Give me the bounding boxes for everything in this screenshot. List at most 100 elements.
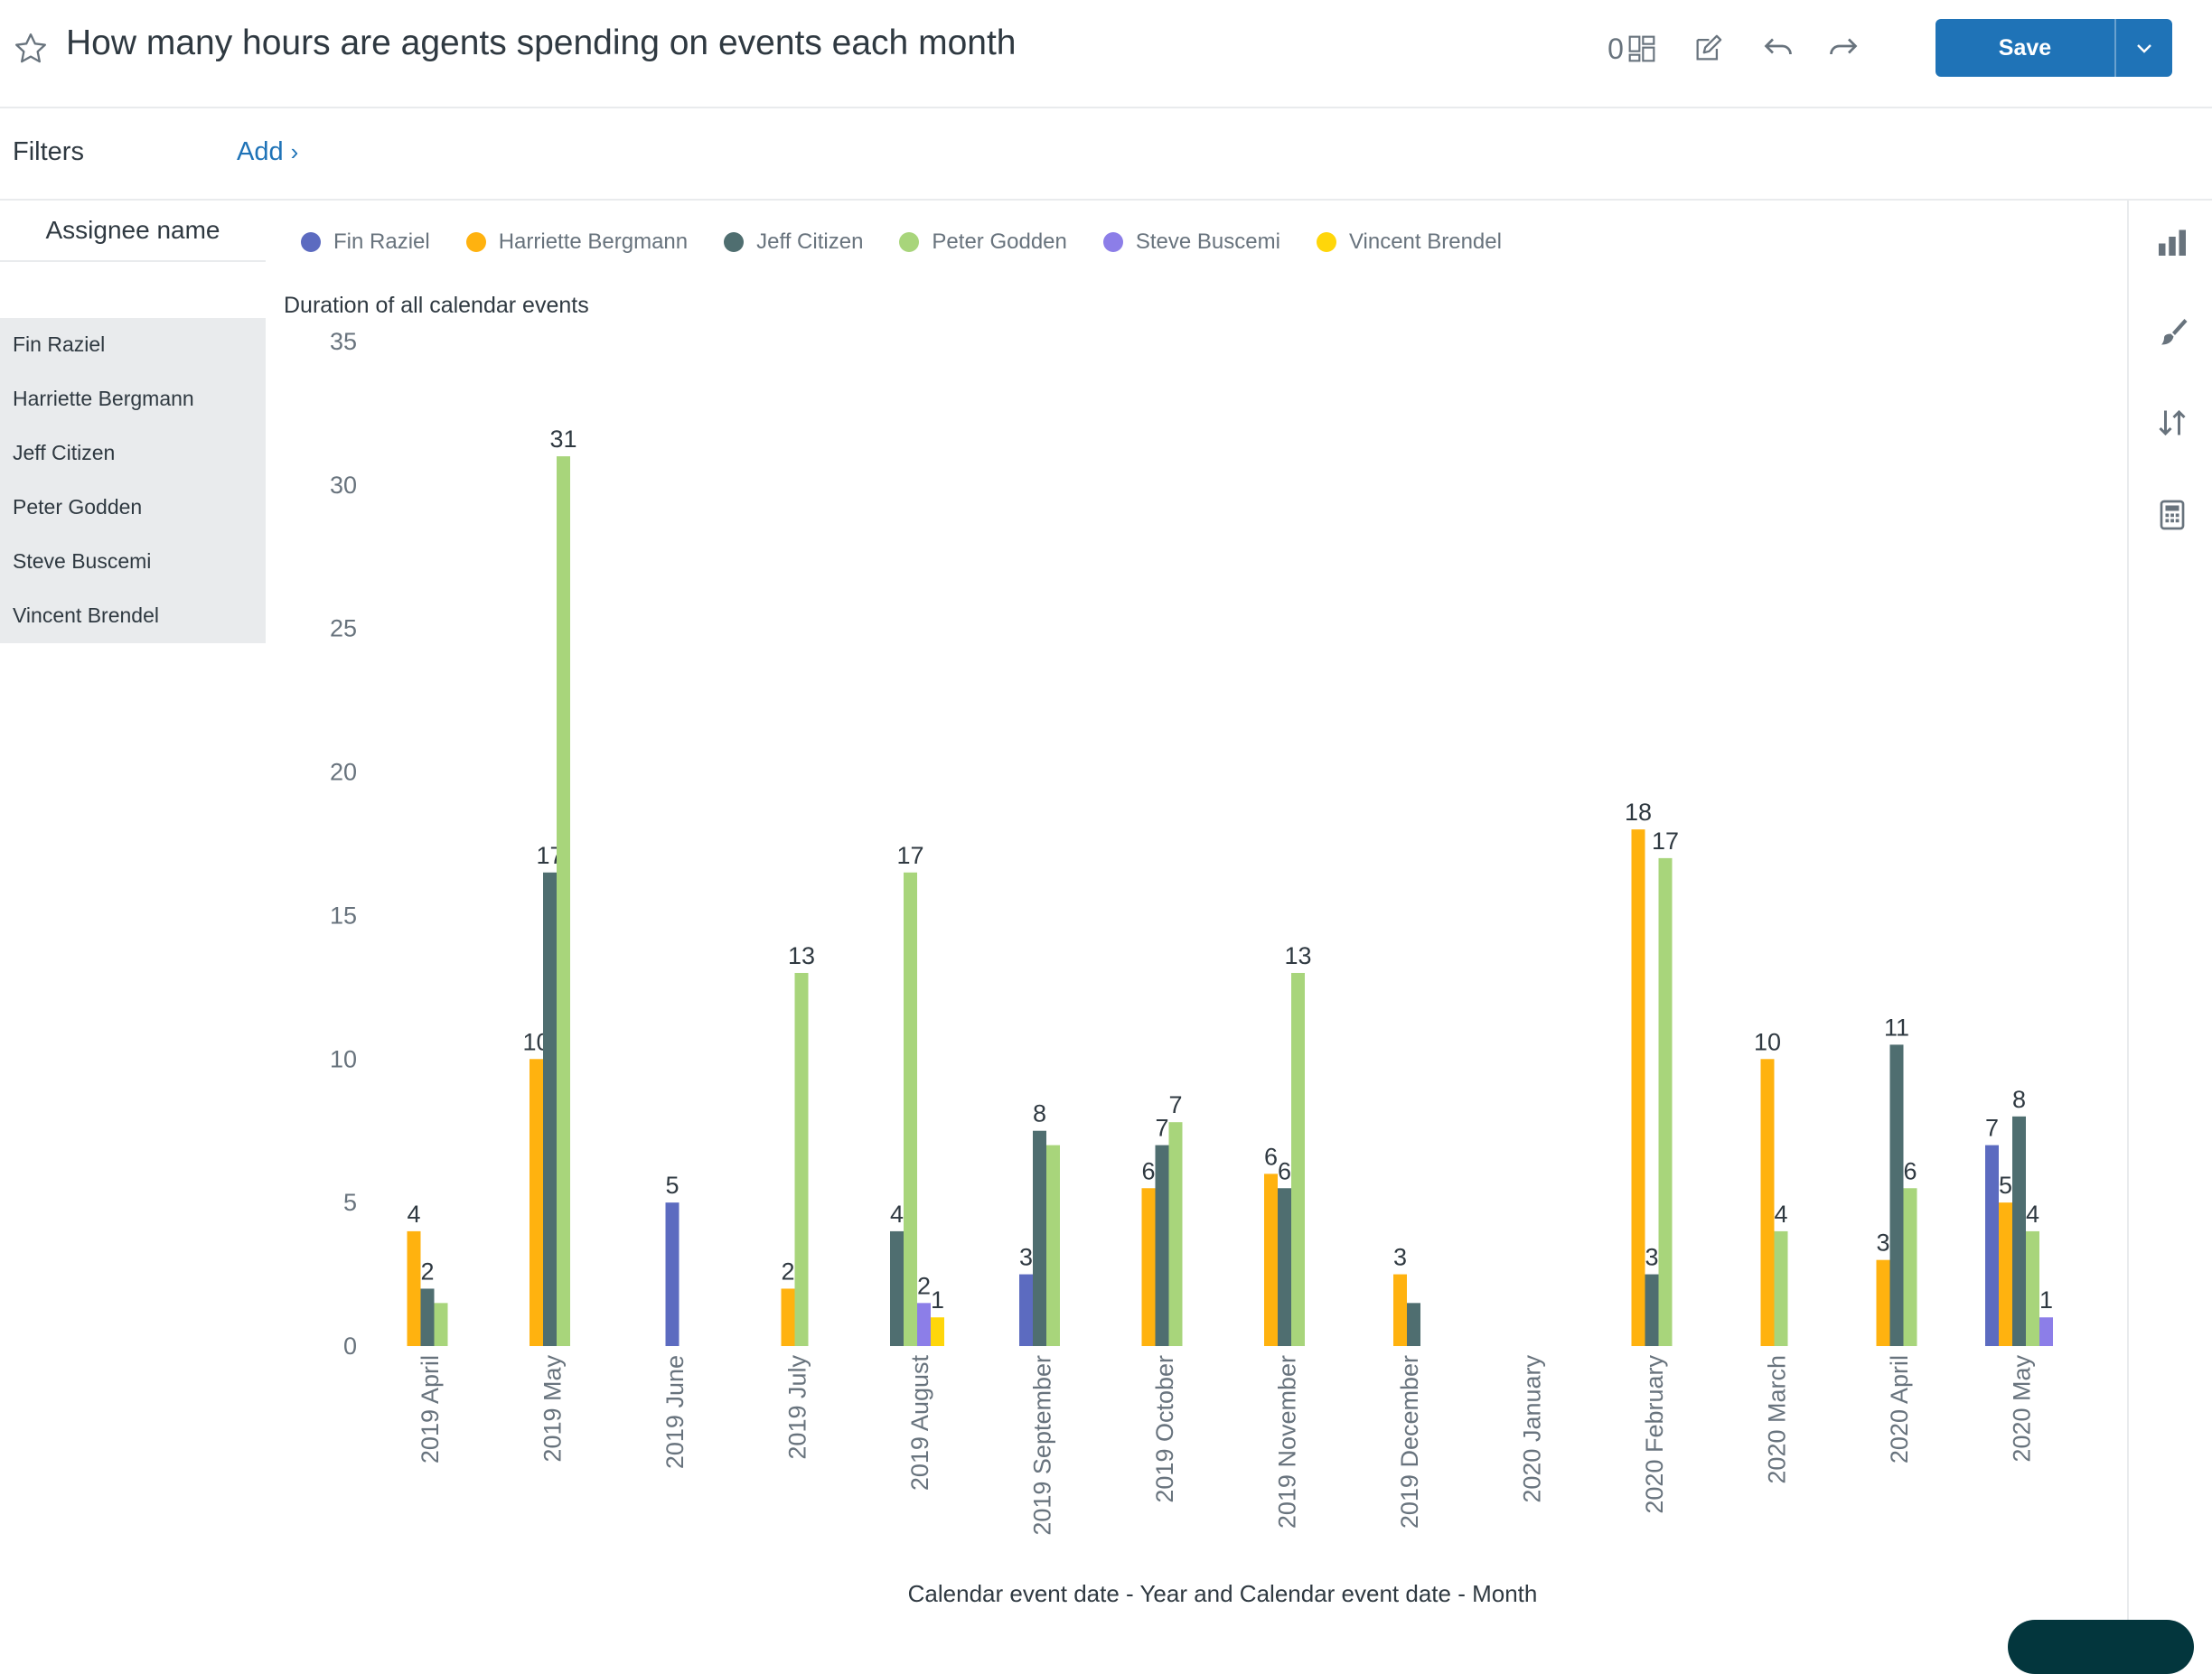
x-tick-label: 2020 March bbox=[1764, 1355, 1791, 1484]
legend-label: Fin Raziel bbox=[333, 229, 430, 254]
x-tick-label: 2020 January bbox=[1519, 1355, 1546, 1503]
bar-jeff-citizen bbox=[1033, 1130, 1046, 1346]
widgets-icon bbox=[1628, 35, 1655, 62]
data-label: 4 bbox=[1774, 1201, 1787, 1228]
save-button-group: Save bbox=[1936, 19, 2172, 77]
bar-fin-raziel bbox=[1019, 1274, 1033, 1346]
data-label: 13 bbox=[1284, 942, 1311, 969]
data-label: 2 bbox=[420, 1258, 434, 1285]
bar-vincent-brendel bbox=[931, 1317, 944, 1346]
x-tick-label: 2020 May bbox=[2009, 1355, 2036, 1463]
bar-peter-godden bbox=[434, 1303, 448, 1346]
legend-item[interactable]: Harriette Bergmann bbox=[465, 229, 688, 255]
widgets-toggle[interactable]: 0 bbox=[1605, 29, 1659, 69]
bar-peter-godden bbox=[794, 972, 809, 1346]
data-label: 3 bbox=[1876, 1230, 1889, 1257]
y-tick-label: 0 bbox=[343, 1333, 357, 1360]
legend-item[interactable]: Steve Buscemi bbox=[1102, 229, 1280, 255]
save-button[interactable]: Save bbox=[1936, 19, 2116, 77]
sort-icon[interactable] bbox=[2156, 407, 2189, 439]
redo-button[interactable] bbox=[1823, 29, 1863, 69]
legend-item[interactable]: Jeff Citizen bbox=[724, 229, 863, 255]
bar-harriette-bergmann bbox=[407, 1230, 421, 1346]
x-tick-label: 2019 April bbox=[417, 1355, 444, 1464]
y-tick-label: 35 bbox=[330, 328, 357, 355]
save-options-button[interactable] bbox=[2116, 19, 2172, 77]
bar-chart-icon[interactable] bbox=[2156, 226, 2189, 258]
undo-icon bbox=[1764, 38, 1792, 55]
edit-icon bbox=[1696, 34, 1722, 61]
help-button[interactable] bbox=[2008, 1620, 2194, 1674]
filters-bar: Filters Add › bbox=[0, 108, 2212, 201]
x-tick-label: 2019 November bbox=[1274, 1355, 1301, 1529]
undo-button[interactable] bbox=[1758, 29, 1798, 69]
data-label: 18 bbox=[1625, 799, 1652, 826]
y-tick-label: 5 bbox=[343, 1189, 357, 1216]
data-label: 2 bbox=[781, 1258, 794, 1285]
assignee-item[interactable]: Peter Godden bbox=[13, 495, 143, 519]
bar-harriette-bergmann bbox=[1393, 1274, 1407, 1346]
bar-peter-godden bbox=[1658, 857, 1673, 1346]
data-label: 11 bbox=[1884, 1014, 1909, 1041]
bar-jeff-citizen bbox=[1645, 1274, 1659, 1346]
chart-legend: Fin Raziel Harriette Bergmann Jeff Citiz… bbox=[301, 228, 1538, 257]
bar-fin-raziel bbox=[665, 1202, 680, 1346]
assignee-item[interactable]: Steve Buscemi bbox=[13, 549, 152, 573]
x-tick-label: 2020 April bbox=[1886, 1355, 1913, 1464]
assignee-item[interactable]: Vincent Brendel bbox=[13, 603, 159, 627]
data-label: 3 bbox=[1645, 1244, 1658, 1271]
legend-label: Vincent Brendel bbox=[1348, 229, 1502, 254]
assignee-item[interactable]: Fin Raziel bbox=[13, 332, 106, 356]
chevron-down-icon bbox=[2137, 44, 2151, 53]
data-label: 17 bbox=[896, 842, 923, 869]
legend-item[interactable]: Vincent Brendel bbox=[1316, 229, 1502, 255]
bar-harriette-bergmann bbox=[1141, 1188, 1156, 1346]
bar-peter-godden bbox=[1046, 1145, 1060, 1346]
assignee-item[interactable]: Harriette Bergmann bbox=[13, 387, 194, 410]
legend-swatch bbox=[465, 232, 486, 252]
data-label: 1 bbox=[931, 1286, 944, 1314]
y-axis-title: Duration of all calendar events bbox=[284, 293, 589, 318]
data-label: 7 bbox=[1168, 1091, 1182, 1118]
bar-jeff-citizen bbox=[890, 1230, 904, 1346]
chevron-right-icon: › bbox=[290, 138, 299, 165]
bar-jeff-citizen bbox=[2012, 1116, 2026, 1346]
bar-jeff-citizen bbox=[420, 1288, 435, 1346]
bar-jeff-citizen bbox=[1278, 1188, 1291, 1346]
star-icon[interactable] bbox=[13, 31, 49, 67]
brush-icon[interactable] bbox=[2156, 316, 2189, 349]
report-title[interactable]: How many hours are agents spending on ev… bbox=[66, 23, 1017, 62]
data-label: 4 bbox=[890, 1201, 904, 1228]
add-filter-link[interactable]: Add › bbox=[237, 137, 298, 167]
x-tick-label: 2019 June bbox=[661, 1355, 689, 1469]
widget-count: 0 bbox=[1607, 32, 1624, 65]
x-tick-label: 2020 February bbox=[1641, 1355, 1668, 1514]
assignee-item[interactable]: Jeff Citizen bbox=[13, 441, 116, 464]
data-label: 7 bbox=[1985, 1115, 1999, 1142]
calculator-icon[interactable] bbox=[2156, 499, 2189, 531]
data-label: 17 bbox=[1652, 828, 1679, 855]
legend-swatch bbox=[301, 232, 321, 252]
bar-peter-godden bbox=[1774, 1230, 1788, 1346]
assignee-panel: Assignee name Fin Raziel Harriette Bergm… bbox=[0, 201, 266, 1632]
bar-peter-godden bbox=[904, 872, 917, 1346]
x-tick-label: 2019 December bbox=[1396, 1355, 1423, 1529]
edit-button[interactable] bbox=[1688, 29, 1728, 69]
chart-tools-panel bbox=[2127, 201, 2212, 1632]
bar-chart: Duration of all calendar events051015202… bbox=[284, 293, 2053, 1607]
bar-harriette-bergmann bbox=[1264, 1174, 1278, 1346]
data-label: 3 bbox=[1393, 1244, 1407, 1271]
legend-item[interactable]: Peter Godden bbox=[899, 229, 1067, 255]
data-label: 5 bbox=[1999, 1172, 2012, 1199]
data-label: 4 bbox=[407, 1201, 420, 1228]
data-label: 31 bbox=[549, 426, 576, 453]
legend-label: Steve Buscemi bbox=[1135, 229, 1280, 254]
data-label: 2 bbox=[917, 1272, 931, 1299]
bar-harriette-bergmann bbox=[781, 1288, 795, 1346]
legend-item[interactable]: Fin Raziel bbox=[301, 229, 430, 255]
x-axis-title: Calendar event date - Year and Calendar … bbox=[908, 1580, 1538, 1607]
bar-peter-godden bbox=[1168, 1122, 1183, 1346]
y-tick-label: 15 bbox=[330, 902, 357, 929]
bar-peter-godden bbox=[2026, 1230, 2039, 1346]
bar-fin-raziel bbox=[1985, 1145, 1999, 1346]
